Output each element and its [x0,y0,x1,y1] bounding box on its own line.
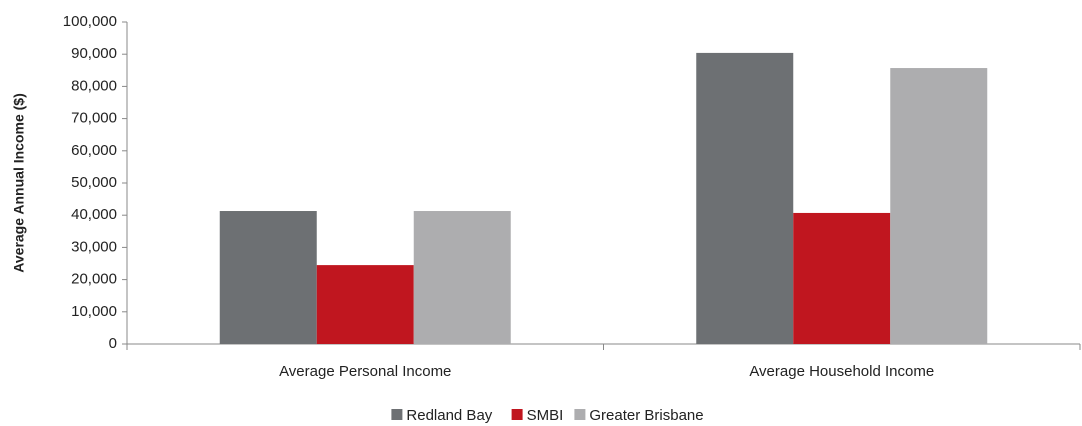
legend-swatch [391,409,403,420]
bar [793,212,891,344]
y-tick-label: 30,000 [71,238,117,255]
bar [890,68,988,345]
legend-label: SMBI [527,407,564,424]
bar [219,211,317,344]
y-tick-label: 60,000 [71,142,117,159]
bar [316,265,414,344]
bar [413,211,511,344]
y-tick-label: 10,000 [71,303,117,320]
x-tick-label: Average Household Income [749,363,934,380]
y-tick-label: 20,000 [71,271,117,288]
y-tick-label: 90,000 [71,45,117,62]
y-axis-label: Average Annual Income ($) [11,93,27,272]
x-tick-label: Average Personal Income [279,363,451,380]
y-tick-label: 0 [109,335,117,352]
y-tick-label: 40,000 [71,206,117,223]
y-tick-label: 50,000 [71,174,117,191]
legend-label: Greater Brisbane [589,407,703,424]
y-tick-label: 70,000 [71,110,117,127]
y-tick-label: 100,000 [63,13,117,30]
legend-swatch [574,409,586,420]
legend-label: Redland Bay [406,407,492,424]
y-tick-label: 80,000 [71,77,117,94]
legend-swatch [511,409,523,420]
bar [696,52,794,345]
